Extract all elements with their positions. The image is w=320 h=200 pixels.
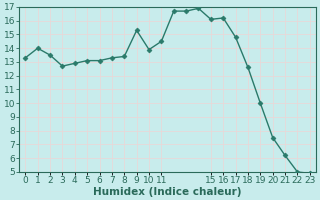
X-axis label: Humidex (Indice chaleur): Humidex (Indice chaleur) xyxy=(93,187,242,197)
